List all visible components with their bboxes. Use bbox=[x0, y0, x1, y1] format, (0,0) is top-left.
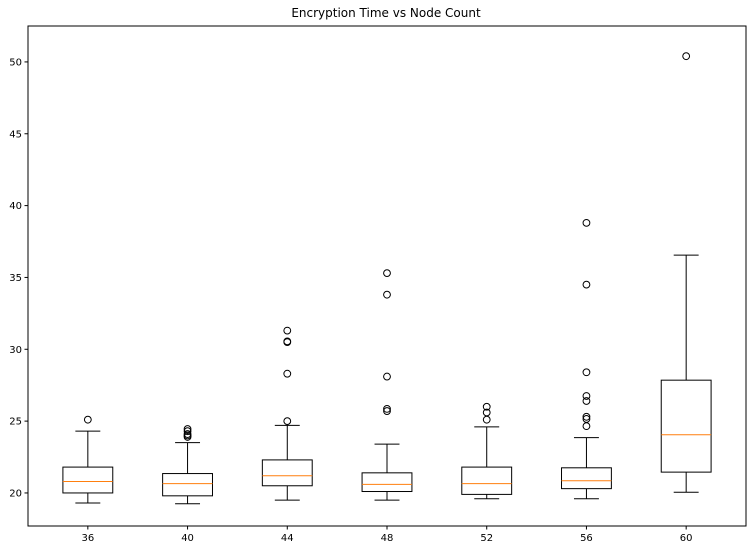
outlier-point bbox=[582, 412, 591, 421]
outlier-point bbox=[283, 369, 292, 378]
outlier-point bbox=[582, 218, 591, 227]
box-iqr bbox=[361, 472, 413, 493]
outlier-point bbox=[383, 372, 391, 381]
x-tick-label: 52 bbox=[480, 533, 493, 544]
x-tick-label: 44 bbox=[281, 533, 294, 544]
y-tick-label: 45 bbox=[9, 129, 22, 140]
box-iqr bbox=[660, 379, 712, 473]
box-36 bbox=[62, 415, 114, 504]
y-tick-label: 25 bbox=[9, 417, 22, 428]
outlier-point bbox=[482, 408, 491, 417]
box-56 bbox=[561, 218, 612, 500]
axes: 20 25 30 35 40 45 50 36 40 44 48 52 56 60 bbox=[9, 25, 747, 544]
outlier-point bbox=[582, 422, 591, 431]
y-tick-label: 20 bbox=[9, 488, 22, 499]
outlier-point bbox=[283, 417, 292, 426]
outlier-point bbox=[582, 397, 591, 405]
outlier-point bbox=[283, 337, 292, 346]
y-tick-label: 40 bbox=[9, 201, 22, 212]
outlier-point bbox=[183, 427, 192, 436]
box-52 bbox=[461, 402, 513, 500]
chart-title: Encryption Time vs Node Count bbox=[291, 6, 481, 20]
outlier-point bbox=[582, 392, 591, 400]
outlier-point bbox=[383, 407, 391, 415]
y-tick-label: 30 bbox=[9, 345, 22, 356]
outlier-point bbox=[283, 326, 292, 335]
outlier-point bbox=[383, 269, 391, 278]
box-iqr bbox=[162, 473, 213, 497]
x-tick-label: 60 bbox=[680, 533, 693, 544]
box-iqr bbox=[461, 466, 513, 495]
x-tick-label: 36 bbox=[81, 533, 94, 544]
box-iqr bbox=[261, 459, 313, 487]
x-tick-label: 40 bbox=[181, 533, 194, 544]
x-tick-label: 48 bbox=[381, 533, 394, 544]
outlier-point bbox=[482, 402, 491, 411]
outlier-point bbox=[183, 425, 192, 433]
outlier-point bbox=[83, 415, 92, 424]
outlier-point bbox=[183, 430, 192, 438]
box-44 bbox=[261, 326, 313, 501]
outlier-point bbox=[582, 280, 591, 289]
outlier-point bbox=[383, 290, 391, 299]
y-tick-label: 50 bbox=[9, 57, 22, 68]
box-iqr bbox=[62, 466, 114, 494]
outlier-point bbox=[582, 368, 591, 377]
box-60 bbox=[660, 52, 712, 493]
outlier-point bbox=[383, 405, 391, 413]
outlier-point bbox=[682, 52, 691, 61]
plot-area bbox=[62, 52, 712, 505]
x-tick-label: 56 bbox=[580, 533, 593, 544]
box-48 bbox=[361, 269, 413, 501]
box-40 bbox=[162, 425, 213, 505]
y-tick-label: 35 bbox=[9, 273, 22, 284]
outlier-point bbox=[582, 415, 591, 423]
box-iqr bbox=[561, 467, 612, 490]
outlier-point bbox=[482, 415, 491, 424]
